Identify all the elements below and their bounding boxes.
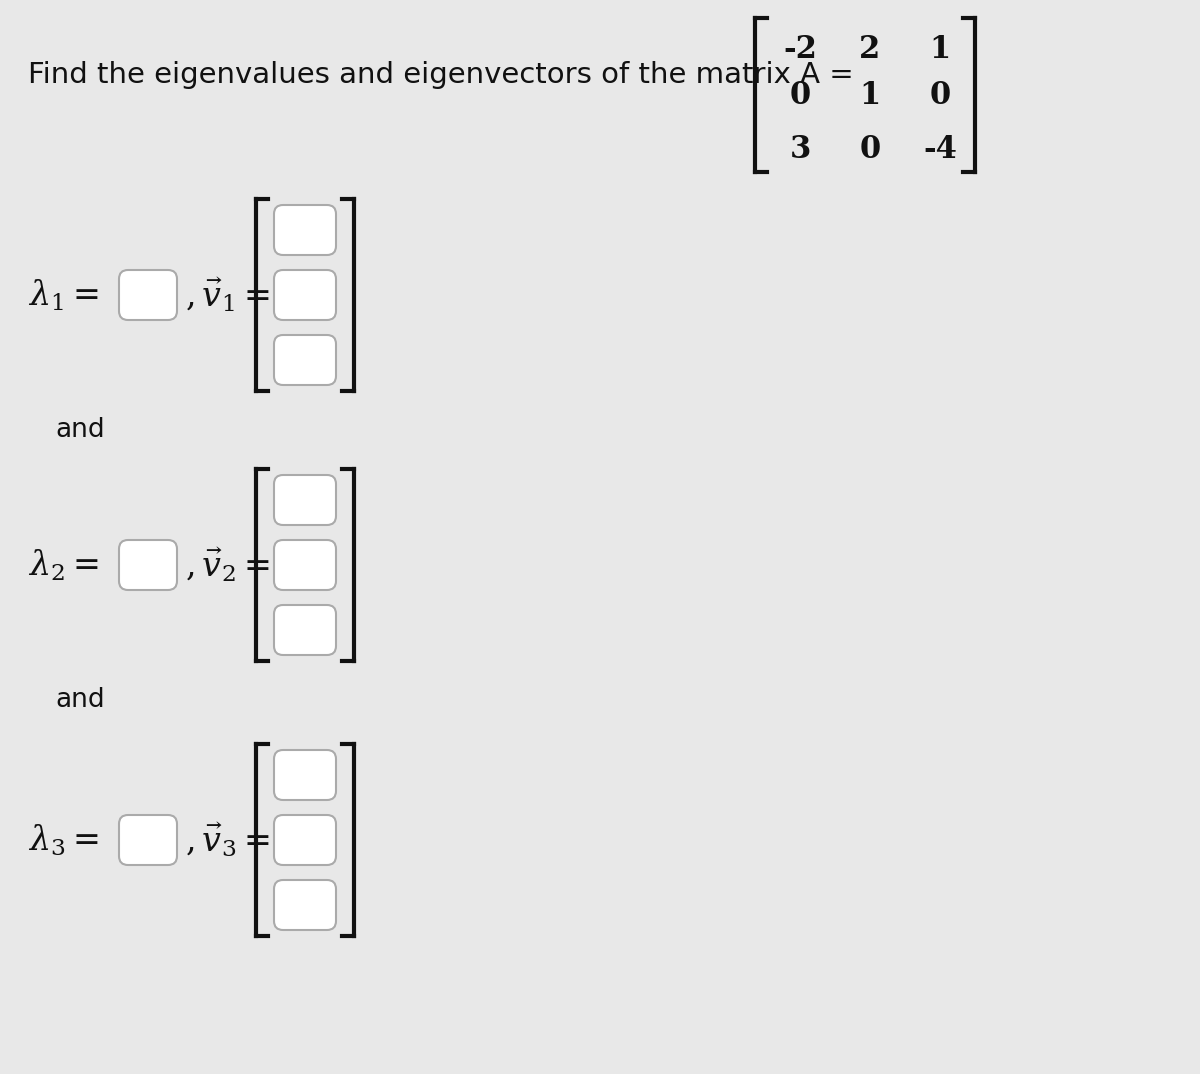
- Text: 3: 3: [790, 134, 811, 165]
- FancyBboxPatch shape: [274, 270, 336, 320]
- Text: 0: 0: [859, 134, 881, 165]
- FancyBboxPatch shape: [274, 605, 336, 655]
- FancyBboxPatch shape: [274, 750, 336, 800]
- Text: $, \vec{v}_1 =$: $, \vec{v}_1 =$: [185, 276, 270, 315]
- FancyBboxPatch shape: [119, 540, 178, 590]
- Text: 1: 1: [859, 79, 881, 111]
- Text: $\lambda_2 =$: $\lambda_2 =$: [28, 548, 98, 583]
- FancyBboxPatch shape: [274, 540, 336, 590]
- FancyBboxPatch shape: [274, 475, 336, 525]
- Text: $, \vec{v}_2 =$: $, \vec{v}_2 =$: [185, 546, 270, 584]
- Text: 0: 0: [930, 79, 950, 111]
- Text: $\lambda_1 =$: $\lambda_1 =$: [28, 277, 98, 313]
- FancyBboxPatch shape: [274, 205, 336, 255]
- Text: $, \vec{v}_3 =$: $, \vec{v}_3 =$: [185, 821, 270, 859]
- Text: 1: 1: [930, 34, 950, 66]
- Text: 2: 2: [859, 34, 881, 66]
- FancyBboxPatch shape: [274, 815, 336, 865]
- FancyBboxPatch shape: [119, 815, 178, 865]
- Text: 0: 0: [790, 79, 810, 111]
- FancyBboxPatch shape: [274, 880, 336, 930]
- Text: and: and: [55, 687, 104, 713]
- Text: $\lambda_3 =$: $\lambda_3 =$: [28, 823, 98, 858]
- Text: Find the eigenvalues and eigenvectors of the matrix A =: Find the eigenvalues and eigenvectors of…: [28, 61, 853, 89]
- FancyBboxPatch shape: [119, 270, 178, 320]
- FancyBboxPatch shape: [274, 335, 336, 384]
- Text: and: and: [55, 417, 104, 442]
- Text: -4: -4: [923, 134, 956, 165]
- Text: -2: -2: [784, 34, 817, 66]
